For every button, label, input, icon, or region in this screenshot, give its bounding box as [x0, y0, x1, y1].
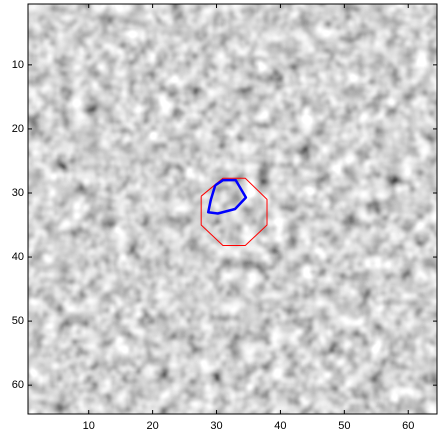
contour: [206, 178, 248, 215]
x-tick-label: 50: [338, 420, 350, 432]
x-tick-label: 30: [210, 420, 222, 432]
x-tick-label: 10: [83, 420, 95, 432]
y-tick-label: 50: [12, 315, 24, 327]
y-tick-label: 20: [12, 123, 24, 135]
axes-frame: [27, 3, 438, 415]
x-tick-label: 40: [274, 420, 286, 432]
y-tick-label: 60: [12, 379, 24, 391]
y-tick-label: 30: [12, 187, 24, 199]
x-tick-label: 60: [402, 420, 414, 432]
x-tick-label: 20: [146, 420, 158, 432]
contour: [200, 177, 268, 247]
y-tick-label: 10: [12, 59, 24, 71]
y-tick-label: 40: [12, 251, 24, 263]
